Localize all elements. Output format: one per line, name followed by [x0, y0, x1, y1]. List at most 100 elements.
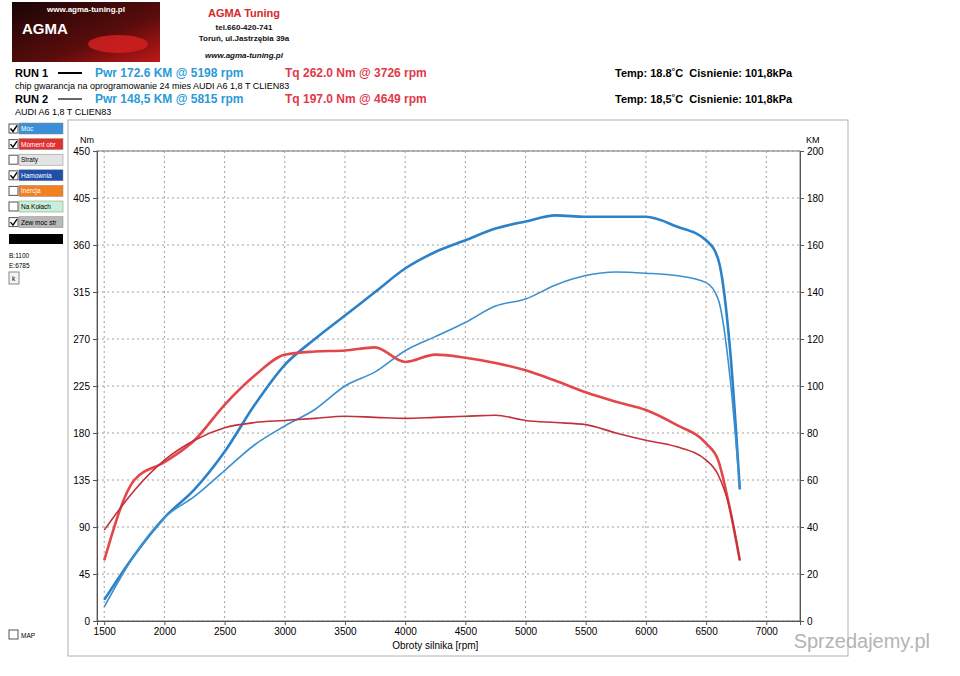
run-torque: Tq 262.0 Nm @ 3726 rpm — [285, 66, 427, 80]
tick-label: 405 — [73, 193, 90, 204]
legend-swatch — [19, 139, 63, 150]
tick: 4500 — [455, 621, 478, 637]
tick-label: 2000 — [154, 626, 177, 637]
axis-line — [93, 152, 98, 622]
logo-box — [12, 2, 160, 62]
phone: tel.660-420-741 — [216, 23, 273, 32]
address: Toruń, ul.Jastrzębia 39a — [199, 34, 290, 43]
sidebar: MocMoment obrStratyHamowniaInercjaNa Koł… — [9, 123, 63, 639]
tick-mark — [800, 527, 804, 528]
checkmark — [11, 126, 18, 132]
tick: 1500 — [94, 621, 117, 637]
grid-line-y — [97, 198, 800, 199]
grid-line-x — [706, 151, 707, 621]
tick-mark — [93, 245, 97, 246]
tick-mark — [646, 621, 647, 625]
y2-axis: 020406080100120140160180200 — [800, 146, 824, 627]
tick-mark — [285, 621, 286, 625]
tick: 0 — [800, 616, 813, 627]
series — [104, 215, 740, 607]
series-line — [104, 415, 740, 560]
tick: 225 — [73, 381, 97, 392]
header: www.agma-tuning.plAGMAAGMA Tuningtel.660… — [12, 2, 793, 117]
checkbox[interactable] — [9, 155, 18, 164]
run-line — [58, 98, 82, 99]
grid-line-y — [97, 527, 800, 528]
tick-mark — [93, 386, 97, 387]
watermark: Sprzedajemy.pl — [794, 630, 930, 652]
tick-label: 200 — [807, 146, 824, 157]
tick-mark — [800, 574, 804, 575]
run-description: AUDI A6 1,8 T CLIEN83 — [15, 107, 111, 117]
grid-line-y — [97, 574, 800, 575]
grid-line-y — [97, 151, 800, 152]
sidebar-e: E:6785 — [9, 262, 30, 269]
checkbox[interactable] — [9, 140, 18, 149]
grid-line-x — [284, 151, 285, 621]
tick-mark — [93, 527, 97, 528]
tick-mark — [93, 480, 97, 481]
sidebar-b: B:1100 — [9, 252, 30, 259]
tick-label: 7000 — [756, 626, 779, 637]
legend-swatch — [19, 123, 63, 134]
tick-label: 135 — [73, 475, 90, 486]
tick-label: 140 — [807, 287, 824, 298]
tick: 45 — [79, 569, 97, 580]
tick-mark — [800, 386, 804, 387]
checkbox[interactable] — [9, 218, 18, 227]
tick: 100 — [800, 381, 824, 392]
tick: 6500 — [695, 621, 718, 637]
checkbox[interactable] — [9, 186, 18, 195]
y2-axis-title: KM — [806, 135, 820, 145]
legend-label: Zew moc str — [21, 219, 57, 226]
tick-label: 4500 — [455, 626, 478, 637]
tick-label: 5000 — [515, 626, 538, 637]
tick: 405 — [73, 193, 97, 204]
tick-mark — [586, 621, 587, 625]
tick: 3500 — [334, 621, 357, 637]
tick: 180 — [800, 193, 824, 204]
checkbox[interactable] — [9, 630, 18, 639]
tick-mark — [345, 621, 346, 625]
checkbox[interactable] — [9, 171, 18, 180]
legend-swatch — [19, 201, 63, 212]
logo-site: www.agma-tuning.pl — [46, 5, 125, 14]
tick-label: 3500 — [334, 626, 357, 637]
tick: 360 — [73, 240, 97, 251]
tick: 80 — [800, 428, 819, 439]
tick-mark — [800, 621, 804, 622]
legend-label: Inercja — [21, 187, 41, 195]
y-axis-title: Nm — [80, 135, 94, 145]
run-description: chip gwarancja na oprogramowanie 24 mies… — [15, 81, 289, 91]
sidebar-k: k — [12, 275, 16, 282]
checkbox[interactable] — [9, 124, 18, 133]
tick-label: 5500 — [575, 626, 598, 637]
run-power: Pwr 172.6 KM @ 5198 rpm — [95, 66, 243, 80]
company: AGMA Tuning — [208, 7, 280, 19]
tick-mark — [800, 480, 804, 481]
series-line — [104, 272, 740, 607]
tick-mark — [93, 292, 97, 293]
checkmark — [11, 141, 18, 147]
k-box[interactable] — [9, 272, 19, 284]
run-label: RUN 1 — [15, 67, 48, 79]
panel — [68, 120, 848, 656]
tick-mark — [93, 433, 97, 434]
tick: 6000 — [635, 621, 658, 637]
tick-label: 2500 — [214, 626, 237, 637]
tick: 3000 — [274, 621, 297, 637]
tick-mark — [93, 574, 97, 575]
tick-label: 100 — [807, 381, 824, 392]
tick-mark — [800, 198, 804, 199]
tick-mark — [800, 245, 804, 246]
tick-mark — [766, 621, 767, 625]
tick-mark — [93, 339, 97, 340]
y-axis: 04590135180225270315360405450 — [73, 146, 97, 627]
tick-label: 120 — [807, 334, 824, 345]
grid — [97, 151, 800, 621]
tick: 90 — [79, 522, 97, 533]
tick-label: 6000 — [635, 626, 658, 637]
tick: 20 — [800, 569, 819, 580]
tick: 40 — [800, 522, 819, 533]
checkbox[interactable] — [9, 202, 18, 211]
